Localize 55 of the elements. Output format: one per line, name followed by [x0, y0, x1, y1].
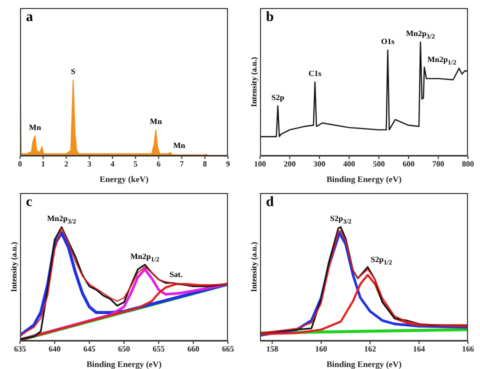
x-axis-title: Energy (keV)	[100, 174, 149, 184]
annotation: S	[70, 66, 76, 77]
x-tick-label: 4	[110, 160, 114, 169]
y-axis-title: Intensity (a.u.)	[10, 242, 18, 292]
x-tick-label: 3	[87, 160, 92, 169]
y-axis-title: Intensity (a.u.)	[250, 242, 258, 292]
x-tick-label: 700	[432, 160, 444, 169]
x-tick-label: 8	[202, 160, 207, 169]
x-tick-label: 7	[180, 160, 184, 169]
annotation: Mn	[150, 116, 162, 127]
annotation: Mn2p$_{3/2}$	[47, 214, 76, 228]
x-tick-label: 162	[364, 344, 376, 354]
x-tick-label: 200	[284, 160, 296, 169]
annotation: Mn	[173, 140, 186, 151]
x-tick-label: 158	[266, 344, 278, 354]
annotation: Mn2p$_{1/2}$	[427, 55, 456, 69]
x-axis-title: Binding Energy (eV)	[326, 174, 402, 184]
x-tick-label: 164	[413, 344, 426, 354]
x-tick-label: 800	[462, 160, 474, 169]
annotation: Mn	[29, 122, 42, 132]
annotation: S2p$_{1/2}$	[370, 255, 392, 269]
x-axis-title: Binding Energy (eV)	[326, 359, 402, 369]
x-tick-label: 500	[372, 160, 385, 169]
x-tick-label: 660	[187, 344, 200, 354]
x-tick-label: 100	[254, 160, 266, 169]
annotation: C1s	[308, 69, 322, 79]
x-tick-label: 2	[64, 160, 68, 169]
annotation: Sat.	[169, 270, 183, 280]
text: a	[26, 10, 33, 26]
annotation: O1s	[381, 37, 394, 48]
text: b	[266, 10, 274, 26]
annotation: Mn2p$_{1/2}$	[130, 252, 160, 266]
x-tick-label: 600	[402, 160, 415, 169]
x-tick-label: 650	[118, 344, 130, 354]
x-tick-label: 640	[48, 344, 61, 354]
x-tick-label: 655	[152, 344, 165, 354]
x-tick-label: 160	[315, 344, 328, 354]
x-tick-label: 1	[41, 160, 46, 169]
x-tick-label: 665	[222, 344, 234, 354]
x-tick-label: 5	[134, 160, 138, 169]
x-tick-label: 6	[156, 160, 161, 169]
x-tick-label: 9	[226, 160, 230, 169]
annotation: Mn2p$_{3/2}$	[406, 29, 435, 43]
annotation: S2p$_{3/2}$	[330, 214, 352, 228]
x-tick-label: 400	[343, 160, 356, 169]
annotation: S2p	[271, 92, 284, 103]
x-tick-label: 645	[83, 344, 96, 354]
x-tick-label: 300	[313, 160, 326, 169]
x-tick-label: 635	[14, 344, 26, 354]
x-axis-title: Binding Energy (eV)	[86, 359, 162, 369]
text: c	[26, 195, 32, 211]
text: d	[266, 195, 274, 211]
x-tick-label: 166	[462, 344, 474, 354]
y-axis-title: Intensity (a.u.)	[250, 56, 258, 108]
x-tick-label: 0	[18, 160, 22, 169]
